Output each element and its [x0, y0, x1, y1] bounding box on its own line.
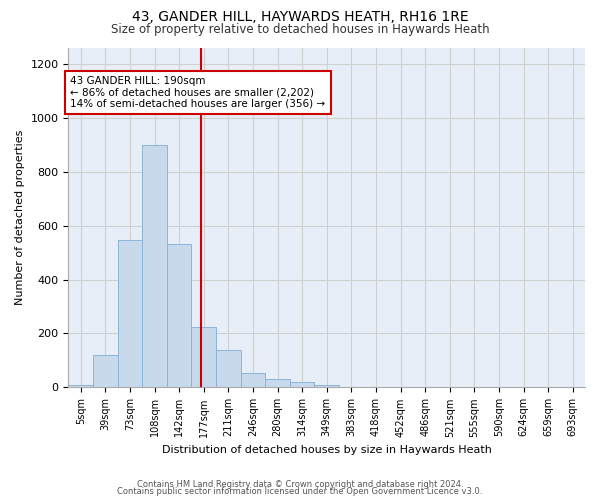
Text: Contains HM Land Registry data © Crown copyright and database right 2024.: Contains HM Land Registry data © Crown c…: [137, 480, 463, 489]
Bar: [216, 350, 241, 388]
Bar: [68, 384, 93, 388]
Bar: [167, 244, 191, 388]
Bar: [118, 240, 142, 388]
Text: 43 GANDER HILL: 190sqm
← 86% of detached houses are smaller (2,202)
14% of semi-: 43 GANDER HILL: 190sqm ← 86% of detached…: [70, 76, 325, 109]
Bar: [314, 384, 339, 388]
Text: 43, GANDER HILL, HAYWARDS HEATH, RH16 1RE: 43, GANDER HILL, HAYWARDS HEATH, RH16 1R…: [131, 10, 469, 24]
Bar: [93, 355, 118, 388]
Bar: [142, 144, 167, 388]
Text: Contains public sector information licensed under the Open Government Licence v3: Contains public sector information licen…: [118, 487, 482, 496]
Y-axis label: Number of detached properties: Number of detached properties: [15, 130, 25, 305]
Bar: [191, 326, 216, 388]
Text: Size of property relative to detached houses in Haywards Heath: Size of property relative to detached ho…: [110, 22, 490, 36]
Bar: [290, 382, 314, 388]
X-axis label: Distribution of detached houses by size in Haywards Heath: Distribution of detached houses by size …: [162, 445, 491, 455]
Bar: [241, 372, 265, 388]
Bar: [265, 378, 290, 388]
